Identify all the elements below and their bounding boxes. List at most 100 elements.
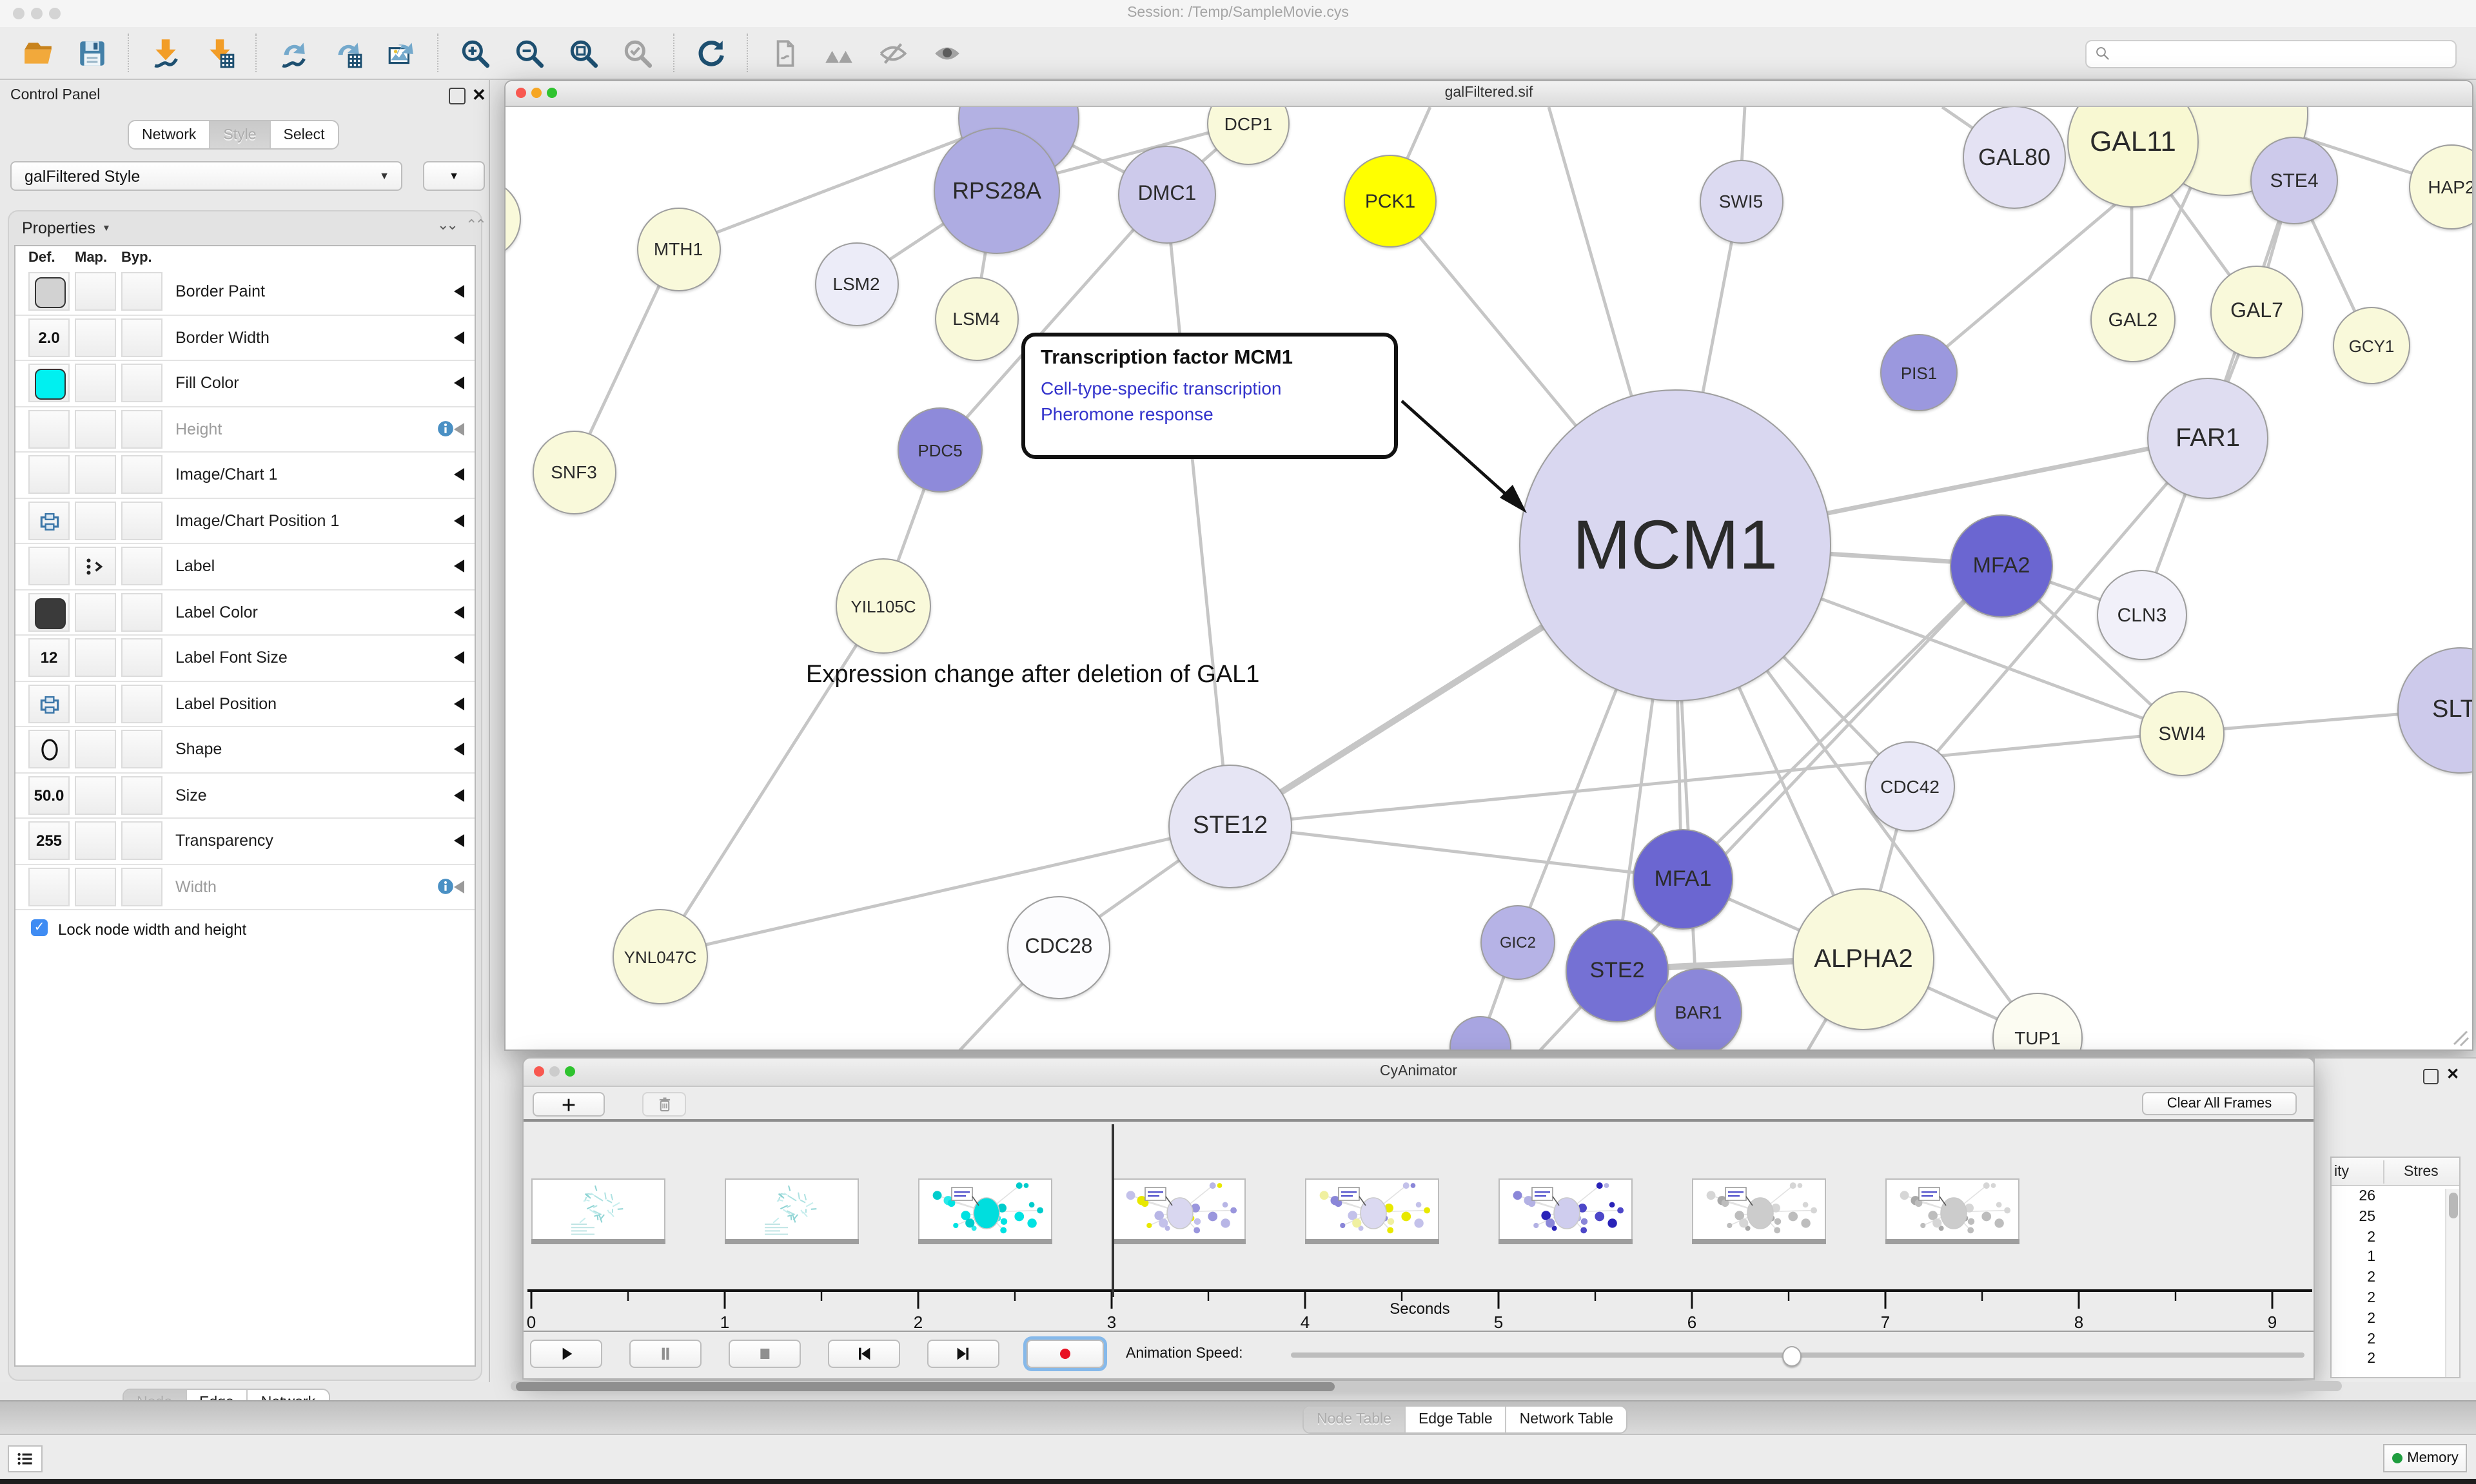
- cyanimator-title-bar[interactable]: CyAnimator: [524, 1059, 2314, 1087]
- expand-row-arrow[interactable]: [454, 514, 464, 527]
- network-window-title-bar[interactable]: galFiltered.sif: [506, 81, 2472, 107]
- network-node-botc[interactable]: [1449, 1016, 1511, 1050]
- tab-style[interactable]: Style: [210, 121, 271, 148]
- zoom-in-icon[interactable]: [458, 36, 491, 70]
- expand-row-arrow[interactable]: [454, 422, 464, 435]
- expand-row-arrow[interactable]: [454, 468, 464, 481]
- network-node-leftc[interactable]: [506, 179, 521, 259]
- lock-size-checkbox[interactable]: ✓: [31, 919, 48, 936]
- open-file-icon[interactable]: [21, 36, 54, 70]
- frame-thumbnail-6[interactable]: [1692, 1178, 1826, 1244]
- network-node-GAL7[interactable]: GAL7: [2210, 266, 2303, 358]
- edge[interactable]: [1907, 436, 2208, 786]
- record-button[interactable]: [1027, 1340, 1104, 1368]
- save-session-icon[interactable]: [75, 36, 108, 70]
- network-node-GAL11[interactable]: GAL11: [2067, 107, 2199, 208]
- tab-network[interactable]: Network: [129, 121, 211, 148]
- expand-row-arrow[interactable]: [454, 651, 464, 664]
- network-node-SWI4[interactable]: SWI4: [2139, 691, 2225, 776]
- frame-thumbnail-3[interactable]: [1112, 1178, 1246, 1244]
- memory-button[interactable]: Memory: [2383, 1444, 2467, 1472]
- playhead[interactable]: [1112, 1124, 1114, 1297]
- show-details-icon[interactable]: [930, 36, 963, 70]
- network-node-GAL2[interactable]: GAL2: [2090, 277, 2176, 362]
- edge[interactable]: [658, 823, 1230, 957]
- network-node-GIC2[interactable]: GIC2: [1480, 905, 1555, 980]
- property-row-label-font-size[interactable]: 12 Label Font Size: [15, 636, 475, 681]
- app-minimize-button[interactable]: [31, 8, 43, 19]
- expand-row-arrow[interactable]: [454, 743, 464, 756]
- network-node-LSM4[interactable]: LSM4: [934, 277, 1018, 360]
- network-node-LSM2[interactable]: LSM2: [814, 242, 898, 326]
- info-icon[interactable]: [436, 876, 455, 895]
- zoom-out-icon[interactable]: [512, 36, 545, 70]
- expand-row-arrow[interactable]: [454, 285, 464, 298]
- window-zoom-button[interactable]: [565, 1066, 575, 1077]
- window-zoom-button[interactable]: [547, 88, 557, 98]
- app-zoom-button[interactable]: [49, 8, 61, 19]
- network-node-PCK1[interactable]: PCK1: [1344, 155, 1437, 248]
- network-node-PIS1[interactable]: PIS1: [1880, 334, 1958, 411]
- table-cell[interactable]: 2: [2367, 1229, 2375, 1245]
- network-node-BAR1[interactable]: BAR1: [1655, 968, 1742, 1050]
- network-node-MFA1[interactable]: MFA1: [1633, 829, 1733, 930]
- table-cell[interactable]: 2: [2367, 1311, 2375, 1327]
- animation-speed-slider[interactable]: [1291, 1345, 2304, 1366]
- table-cell[interactable]: 2: [2367, 1351, 2375, 1367]
- update-view-icon[interactable]: [694, 36, 727, 70]
- network-node-MCM1[interactable]: MCM1: [1519, 389, 1831, 701]
- expand-row-arrow[interactable]: [454, 834, 464, 847]
- property-row-fill-color[interactable]: Fill Color: [15, 361, 475, 407]
- edge[interactable]: [1228, 823, 1682, 880]
- property-row-width[interactable]: Width: [15, 864, 475, 910]
- clone-network-icon[interactable]: [767, 36, 801, 70]
- search-input[interactable]: [2112, 45, 2455, 63]
- first-frame-button[interactable]: [828, 1340, 900, 1368]
- network-node-YNL047C[interactable]: YNL047C: [613, 909, 708, 1004]
- frame-thumbnail-4[interactable]: [1305, 1178, 1439, 1244]
- frame-thumbnail-5[interactable]: [1498, 1178, 1633, 1244]
- app-close-button[interactable]: [13, 8, 25, 19]
- import-network-icon[interactable]: [148, 36, 182, 70]
- property-row-height[interactable]: Height: [15, 407, 475, 453]
- network-node-STE4[interactable]: STE4: [2250, 137, 2338, 224]
- edge[interactable]: [657, 603, 884, 957]
- network-canvas[interactable]: RPS28A DCP1 DMC1 PCK1 SWI5 GAL80 GAL11 STE4 HAP2…: [506, 107, 2472, 1050]
- annotation-link[interactable]: Cell-type-specific transcription: [1041, 378, 1282, 398]
- table-cell[interactable]: 25: [2359, 1209, 2375, 1225]
- frame-thumbnail-7[interactable]: [1885, 1178, 2019, 1244]
- play-button[interactable]: [530, 1340, 602, 1368]
- table-column-header[interactable]: ity: [2334, 1164, 2349, 1180]
- delete-frame-button[interactable]: [642, 1092, 686, 1117]
- property-row-border-width[interactable]: 2.0 Border Width: [15, 315, 475, 361]
- export-network-icon[interactable]: [276, 36, 310, 70]
- network-node-SLT2[interactable]: SLT2: [2397, 647, 2472, 774]
- network-node-DMC1[interactable]: DMC1: [1118, 146, 1216, 244]
- network-node-HAP2[interactable]: HAP2: [2409, 144, 2472, 229]
- hide-details-icon[interactable]: [876, 36, 909, 70]
- table-panel-close-icon[interactable]: ✕: [2446, 1065, 2460, 1083]
- pause-button[interactable]: [629, 1340, 702, 1368]
- network-node-YIL105C[interactable]: YIL105C: [836, 558, 931, 654]
- table-horizontal-scrollbar[interactable]: [511, 1381, 2342, 1391]
- expand-all-icon[interactable]: ⌄⌄: [437, 218, 458, 233]
- network-node-MTH1[interactable]: MTH1: [636, 207, 720, 291]
- network-node-TUP1[interactable]: TUP1: [1992, 993, 2083, 1050]
- edge[interactable]: [938, 192, 1167, 450]
- network-node-SNF3[interactable]: SNF3: [532, 430, 616, 514]
- slider-thumb[interactable]: [1782, 1345, 1802, 1366]
- export-table-icon[interactable]: [330, 36, 364, 70]
- collapse-all-icon[interactable]: ⌃⌃: [466, 218, 487, 233]
- table-column-header[interactable]: Stres: [2404, 1164, 2439, 1180]
- zoom-selected-icon[interactable]: [620, 36, 654, 70]
- table-cell[interactable]: 2: [2367, 1270, 2375, 1286]
- property-row-image-chart-position-1[interactable]: Image/Chart Position 1: [15, 498, 475, 544]
- table-cell[interactable]: 26: [2359, 1189, 2375, 1204]
- expand-row-arrow[interactable]: [454, 560, 464, 572]
- edge[interactable]: [1680, 563, 2001, 879]
- frame-thumbnail-2[interactable]: [918, 1178, 1052, 1244]
- control-panel-close-icon[interactable]: ✕: [472, 85, 486, 104]
- table-vertical-scrollbar[interactable]: [2445, 1189, 2459, 1377]
- network-node-FAR1[interactable]: FAR1: [2147, 378, 2268, 499]
- last-frame-button[interactable]: [927, 1340, 999, 1368]
